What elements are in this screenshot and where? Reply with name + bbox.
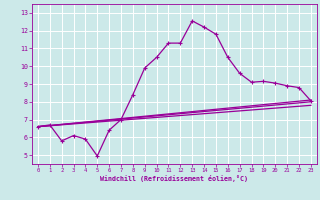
X-axis label: Windchill (Refroidissement éolien,°C): Windchill (Refroidissement éolien,°C) [100,175,248,182]
